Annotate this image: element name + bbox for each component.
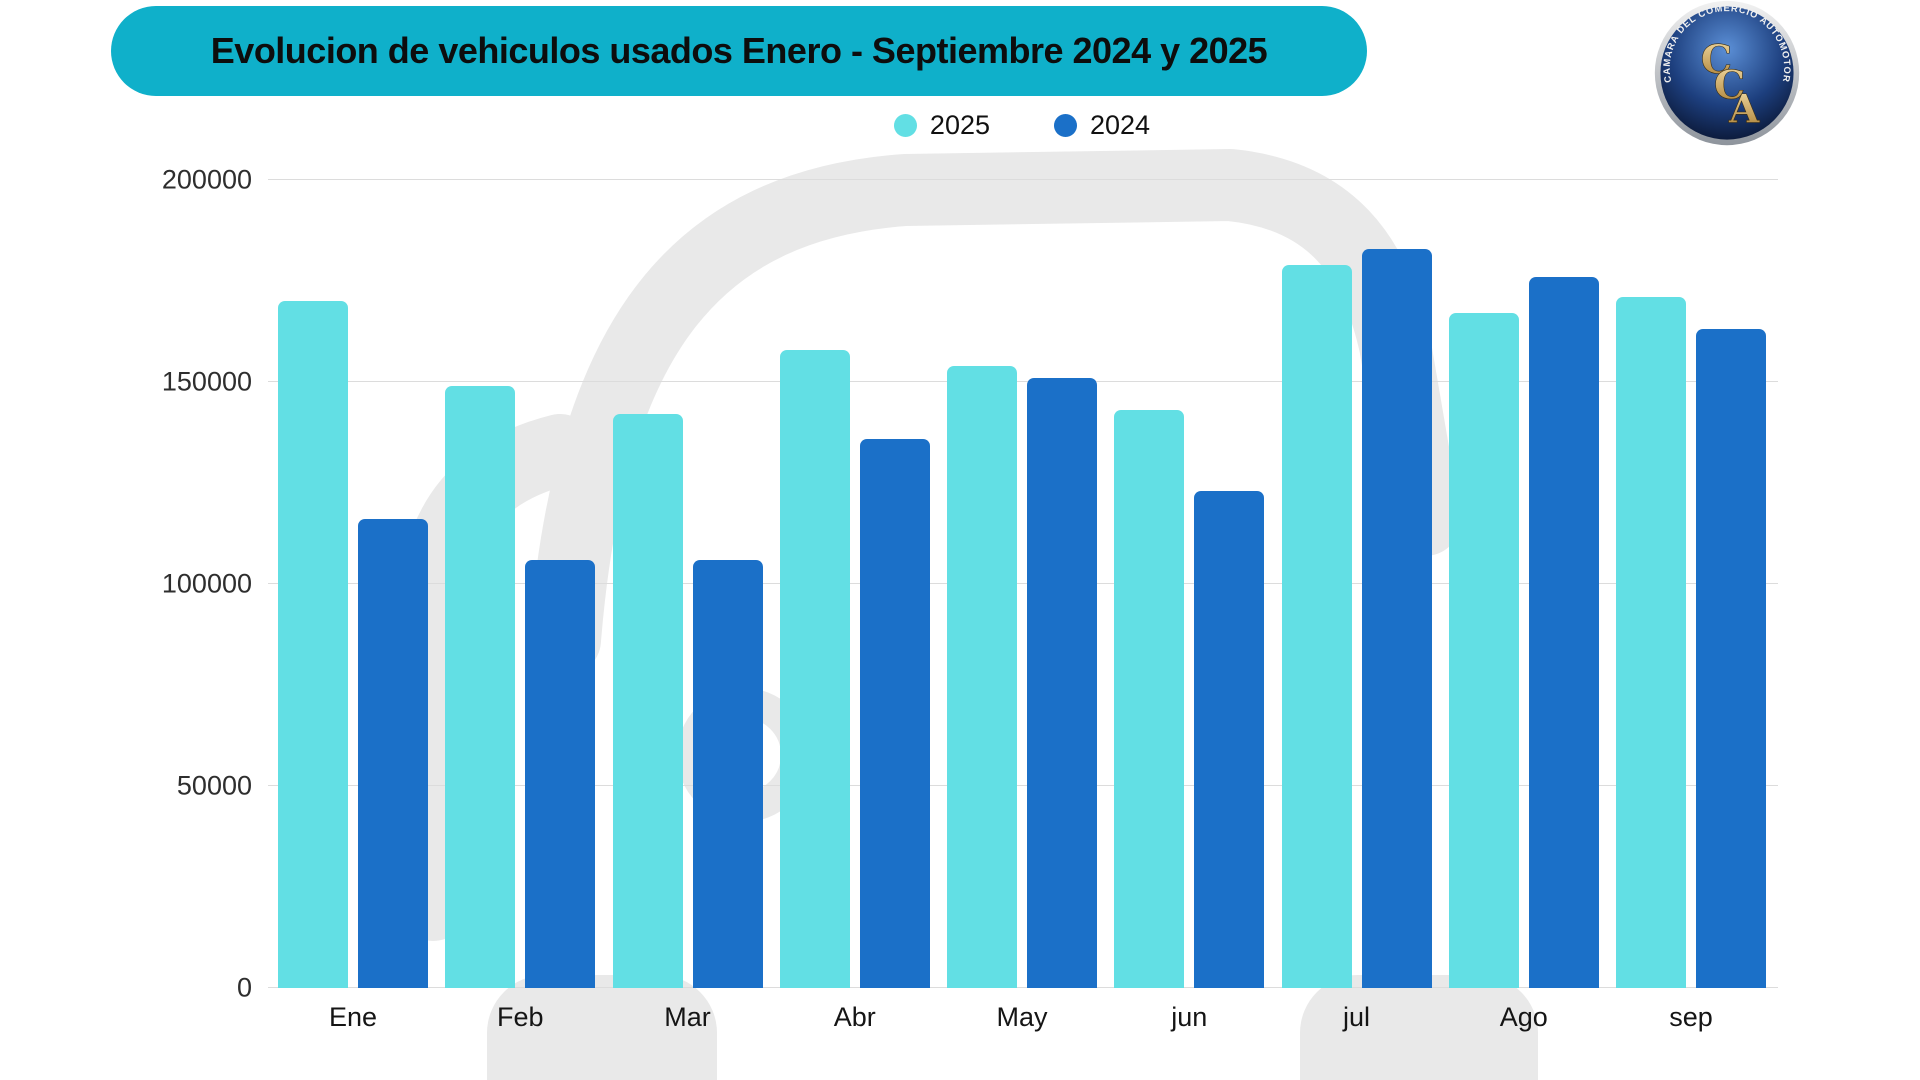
bar-2025-jun	[1114, 410, 1185, 988]
gridline-0	[268, 987, 1778, 988]
gridline-150000	[268, 381, 1778, 382]
gridline-100000	[268, 583, 1778, 584]
y-axis-tick-200000: 200000	[161, 164, 252, 195]
bar-2025-Ene	[278, 301, 348, 988]
x-axis-label-Ene: Ene	[328, 1002, 378, 1032]
logo-inner-disc	[1660, 6, 1794, 140]
bar-group-Mar: Mar	[612, 180, 763, 1032]
bar-2025-Mar	[612, 414, 683, 988]
legend-dot-2024	[1054, 114, 1077, 137]
legend-item-2025: 2025	[893, 110, 990, 141]
x-axis-label-Abr: Abr	[833, 1002, 876, 1032]
bar-group-Abr: Abr	[779, 180, 930, 1032]
chart-title: Evolucion de vehiculos usados Enero - Se…	[210, 30, 1268, 71]
x-axis-label-Mar: Mar	[664, 1002, 711, 1032]
y-axis-tick-100000: 100000	[161, 568, 252, 599]
bar-2024-sep	[1696, 329, 1766, 988]
logo-letter-a: A	[1728, 87, 1760, 133]
bar-group-Feb: Feb	[445, 180, 596, 1032]
x-axis-label-May: May	[996, 1002, 1048, 1032]
legend-label-2024: 2024	[1090, 110, 1151, 140]
cca-logo-badge: CAMARA DEL COMERCIO AUTOMOTOR C C A	[1654, 0, 1800, 146]
car-wheel-left	[487, 975, 717, 1080]
x-axis-label-sep: sep	[1669, 1002, 1713, 1032]
logo-letter-c2: C	[1714, 62, 1745, 108]
bar-2025-jul	[1281, 264, 1352, 988]
cca-logo: CAMARA DEL COMERCIO AUTOMOTOR C C A	[1652, 0, 1802, 148]
bar-2024-jun	[1194, 491, 1265, 988]
gridline-50000	[268, 785, 1778, 786]
bar-chart-plot: 0 50000 100000 150000 200000 Ene Feb Mar Abr May j…	[162, 165, 1778, 1032]
bar-2024-Ago	[1528, 276, 1599, 988]
car-wheel-right	[1300, 975, 1538, 1080]
y-axis-tick-150000: 150000	[161, 366, 252, 397]
gridline-200000	[268, 179, 1778, 180]
bar-groups: Ene Feb Mar Abr May jun jul Ago sep	[272, 180, 1772, 1032]
title-banner: Evolucion de vehiculos usados Enero - Se…	[111, 6, 1367, 96]
x-axis-label-Feb: Feb	[496, 1002, 544, 1032]
bar-2025-sep	[1616, 297, 1686, 988]
legend-item-2024: 2024	[1054, 110, 1150, 141]
bar-group-jun: jun	[1114, 180, 1265, 1032]
bar-2024-jul	[1361, 248, 1432, 988]
bar-2024-Mar	[692, 559, 763, 988]
legend-label-2025: 2025	[929, 110, 990, 140]
x-axis-label-jun: jun	[1171, 1002, 1208, 1032]
x-axis-label-jul: jul	[1342, 1002, 1371, 1032]
bar-2024-Ene	[358, 519, 428, 988]
logo-letter-c1: C	[1701, 37, 1732, 83]
bar-2025-May	[947, 365, 1017, 988]
y-axis-tick-0: 0	[236, 972, 252, 1003]
legend-dot-2025	[893, 114, 917, 137]
bar-group-May: May	[947, 180, 1097, 1032]
bar-group-sep: sep	[1616, 180, 1766, 1032]
bar-group-Ene: Ene	[278, 180, 428, 1032]
bar-group-Ago: Ago	[1448, 180, 1599, 1032]
chart-legend: 2025 2024	[272, 110, 1772, 141]
bar-2025-Feb	[445, 386, 516, 988]
bar-2025-Abr	[779, 349, 850, 988]
y-axis-tick-50000: 50000	[176, 770, 252, 801]
x-axis-label-Ago: Ago	[1499, 1002, 1548, 1032]
bar-2025-Ago	[1448, 313, 1519, 988]
bar-group-jul: jul	[1281, 180, 1432, 1032]
car-roof-outline	[529, 149, 1461, 676]
bar-2024-Abr	[859, 438, 930, 988]
bar-2024-Feb	[525, 559, 596, 988]
bar-2024-May	[1027, 377, 1097, 988]
